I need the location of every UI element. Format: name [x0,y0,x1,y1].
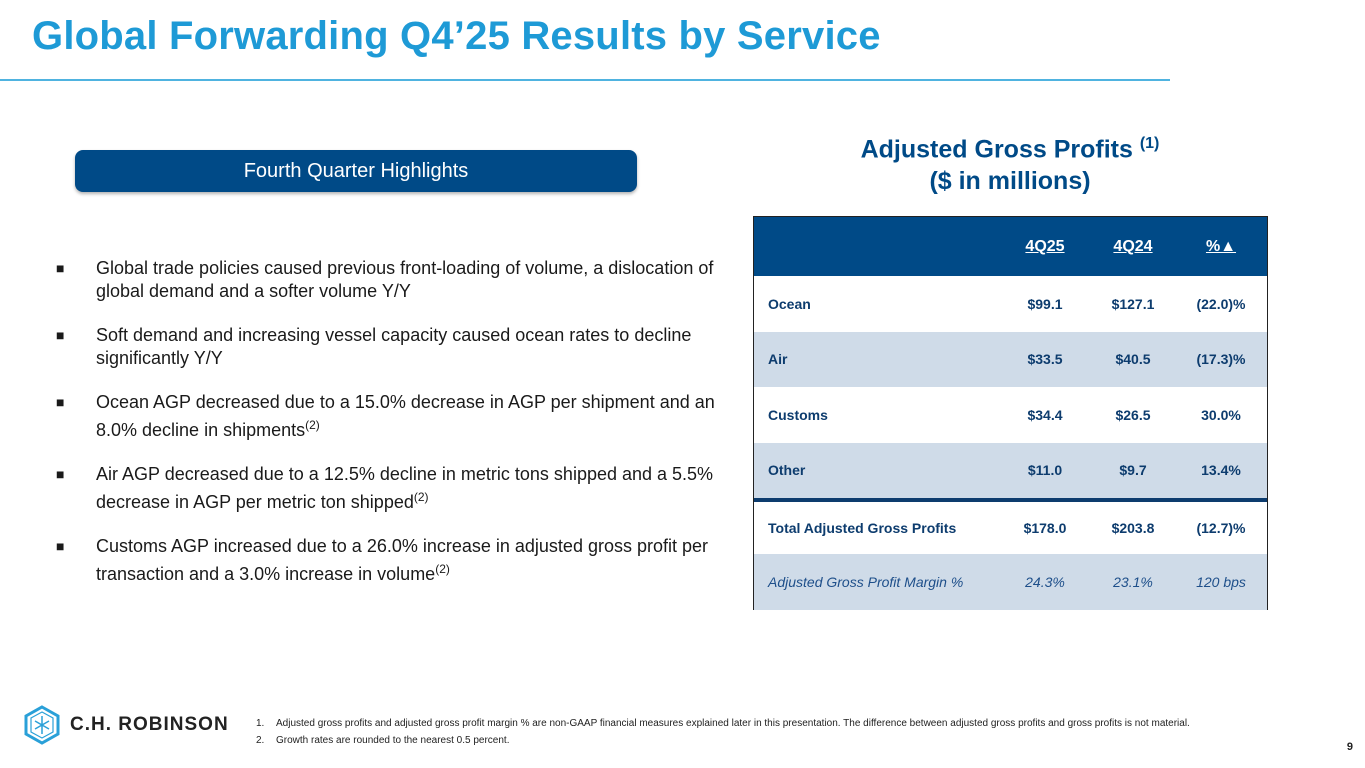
table-margin-row: Adjusted Gross Profit Margin % 24.3% 23.1%… [754,554,1267,610]
page-number: 9 [1346,741,1353,753]
table-total-row: Total Adjusted Gross Profits $178.0 $203.8… [754,498,1267,554]
bullet-icon: ■ [56,466,65,482]
footnote: 1. Adjusted gross profits and adjusted gr… [256,718,1190,729]
agp-table: 4Q25 4Q24 %▲ Ocean $99.1 $127.1 (22.0)% Air… [753,216,1268,610]
logo-text: C.H. ROBINSON [70,714,229,735]
table-row: Other $11.0 $9.7 13.4% [754,442,1267,498]
table-row: Customs $34.4 $26.5 30.0% [768,406,1241,423]
bullet-item: ■ Global trade policies caused previous f… [56,258,714,301]
bullet-icon: ■ [56,538,65,554]
bullet-icon: ■ [56,394,65,410]
bullet-item: ■ Air AGP decreased due to a 12.5% declin… [56,464,714,512]
bullet-item: ■ Soft demand and increasing vessel capac… [56,325,692,368]
footnote: 2. Growth rates are rounded to the neares… [256,735,510,746]
bullet-icon: ■ [56,260,65,276]
highlights-list: ■ Global trade policies caused previous f… [56,257,716,607]
bullet-item: ■ Customs AGP increased due to a 26.0% in… [56,536,709,584]
table-title: Adjusted Gross Profits (1) ($ in million… [860,135,1160,196]
page-title: Global Forwarding Q4’25 Results by Servi… [32,14,881,58]
bullet-icon: ■ [56,327,65,343]
highlights-banner: Fourth Quarter Highlights [75,150,637,192]
table-header: 4Q25 4Q24 %▲ [754,217,1267,276]
company-logo: C.H. ROBINSON [24,705,229,745]
cube-logo-icon [24,705,60,745]
footnotes: 1. Adjusted gross profits and adjusted gr… [256,715,1190,749]
table-row: Air $33.5 $40.5 (17.3)% [754,331,1267,387]
title-divider [0,79,1170,81]
bullet-item: ■ Ocean AGP decreased due to a 15.0% decr… [56,392,715,440]
table-row: Ocean $99.1 $127.1 (22.0)% [768,295,1246,312]
